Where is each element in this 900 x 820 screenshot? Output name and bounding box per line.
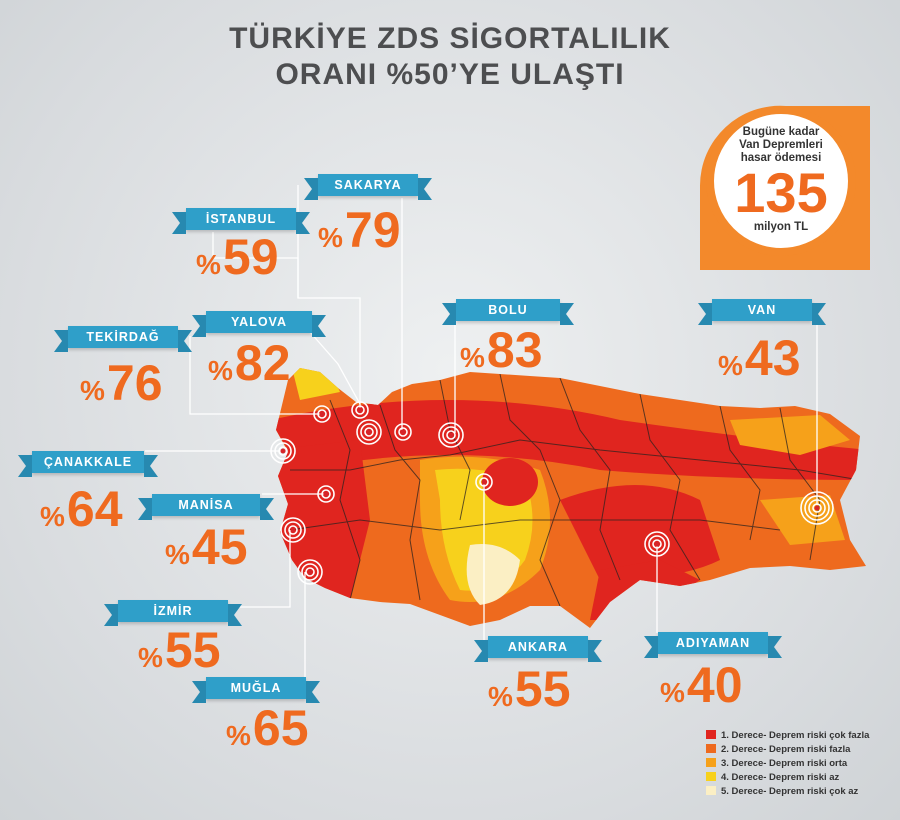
- percent-izmir: %55: [138, 625, 221, 683]
- percent-canakkale: %64: [40, 484, 123, 542]
- marker-van: [800, 491, 834, 525]
- percent-sakarya: %79: [318, 205, 401, 263]
- badge-line-3: hasar ödemesi: [740, 152, 822, 164]
- legend-swatch: [706, 772, 716, 781]
- marker-manisa: [317, 485, 335, 503]
- percent-mugla: %65: [226, 703, 309, 761]
- ribbon-adiyaman: ADIYAMAN: [644, 632, 782, 658]
- ribbon-tekirdag: TEKİRDAĞ: [54, 326, 192, 352]
- marker-adiyaman: [644, 531, 670, 557]
- ribbon-canakkale: ÇANAKKALE: [18, 451, 158, 477]
- percent-symbol: %: [208, 355, 233, 386]
- ribbon-izmir: İZMİR: [104, 600, 242, 626]
- title-line-2: ORANI %50’YE ULAŞTI: [275, 58, 625, 91]
- percent-symbol: %: [138, 642, 163, 673]
- percent-symbol: %: [460, 342, 485, 373]
- badge-value: 135: [734, 161, 828, 224]
- legend-swatch: [706, 730, 716, 739]
- title-line-1: TÜRKİYE ZDS SİGORTALILIK: [229, 22, 671, 55]
- badge-unit: milyon TL: [753, 221, 809, 233]
- ribbon-van: VAN: [698, 299, 826, 325]
- percent-yalova: %82: [208, 338, 291, 396]
- legend-label: 4. Derece- Deprem riski az: [721, 772, 840, 783]
- value-sakarya: 79: [344, 202, 401, 258]
- ribbon-yalova: YALOVA: [192, 311, 326, 337]
- percent-adiyaman: %40: [660, 660, 743, 718]
- ribbon-manisa: MANİSA: [138, 494, 274, 520]
- legend-swatch: [706, 786, 716, 795]
- ribbon-istanbul: İSTANBUL: [172, 208, 310, 234]
- marker-yalova: [351, 401, 369, 419]
- percent-tekirdag: %76: [80, 358, 163, 416]
- percent-van: %43: [718, 333, 801, 391]
- legend-swatch: [706, 758, 716, 767]
- badge-line-1: Bugüne kadar: [742, 126, 820, 138]
- risk-zones: [276, 368, 866, 628]
- percent-ankara: %55: [488, 664, 571, 722]
- value-canakkale: 64: [66, 481, 123, 537]
- ribbon-mugla: MUĞLA: [192, 677, 320, 703]
- legend-label: 3. Derece- Deprem riski orta: [721, 758, 848, 769]
- value-istanbul: 59: [222, 229, 279, 285]
- percent-bolu: %83: [460, 325, 543, 383]
- percent-symbol: %: [718, 350, 743, 381]
- province-borders: [289, 373, 861, 607]
- marker-izmir: [280, 517, 306, 543]
- percent-manisa: %45: [165, 522, 248, 580]
- ribbon-bolu: BOLU: [442, 299, 574, 325]
- marker-ankara: [475, 473, 493, 491]
- payment-badge: Bugüne kadar Van Depremleri hasar ödemes…: [700, 100, 872, 272]
- risk-legend: 1. Derece- Deprem riski çok fazla 2. Der…: [706, 729, 896, 799]
- percent-symbol: %: [196, 249, 221, 280]
- marker-canakkale: [270, 438, 296, 464]
- marker-tekirdag: [313, 405, 331, 423]
- marker-sakarya: [394, 423, 412, 441]
- legend-item: 1. Derece- Deprem riski çok fazla: [706, 729, 896, 743]
- marker-bolu: [438, 422, 464, 448]
- value-bolu: 83: [486, 322, 543, 378]
- ribbon-sakarya: SAKARYA: [304, 174, 432, 200]
- percent-symbol: %: [165, 539, 190, 570]
- value-izmir: 55: [164, 622, 221, 678]
- location-markers: [270, 401, 834, 585]
- legend-item: 5. Derece- Deprem riski çok az: [706, 785, 896, 799]
- connector-lines: [145, 185, 818, 685]
- legend-label: 5. Derece- Deprem riski çok az: [721, 786, 859, 797]
- value-ankara: 55: [514, 661, 571, 717]
- legend-item: 4. Derece- Deprem riski az: [706, 771, 896, 785]
- percent-symbol: %: [40, 501, 65, 532]
- legend-item: 2. Derece- Deprem riski fazla: [706, 743, 896, 757]
- percent-symbol: %: [660, 677, 685, 708]
- percent-istanbul: %59: [196, 232, 279, 290]
- marker-mugla: [297, 559, 323, 585]
- legend-swatch: [706, 744, 716, 753]
- value-yalova: 82: [234, 335, 291, 391]
- value-adiyaman: 40: [686, 657, 743, 713]
- percent-symbol: %: [318, 222, 343, 253]
- value-van: 43: [744, 330, 801, 386]
- badge-circle: Bugüne kadar Van Depremleri hasar ödemes…: [706, 106, 856, 256]
- value-mugla: 65: [252, 700, 309, 756]
- percent-symbol: %: [226, 720, 251, 751]
- value-tekirdag: 76: [106, 355, 163, 411]
- legend-item: 3. Derece- Deprem riski orta: [706, 757, 896, 771]
- marker-istanbul: [356, 419, 382, 445]
- value-manisa: 45: [191, 519, 248, 575]
- legend-label: 2. Derece- Deprem riski fazla: [721, 744, 851, 755]
- legend-label: 1. Derece- Deprem riski çok fazla: [721, 730, 870, 741]
- percent-symbol: %: [80, 375, 105, 406]
- percent-symbol: %: [488, 681, 513, 712]
- badge-line-2: Van Depremleri: [739, 139, 823, 151]
- ribbon-ankara: ANKARA: [474, 636, 602, 662]
